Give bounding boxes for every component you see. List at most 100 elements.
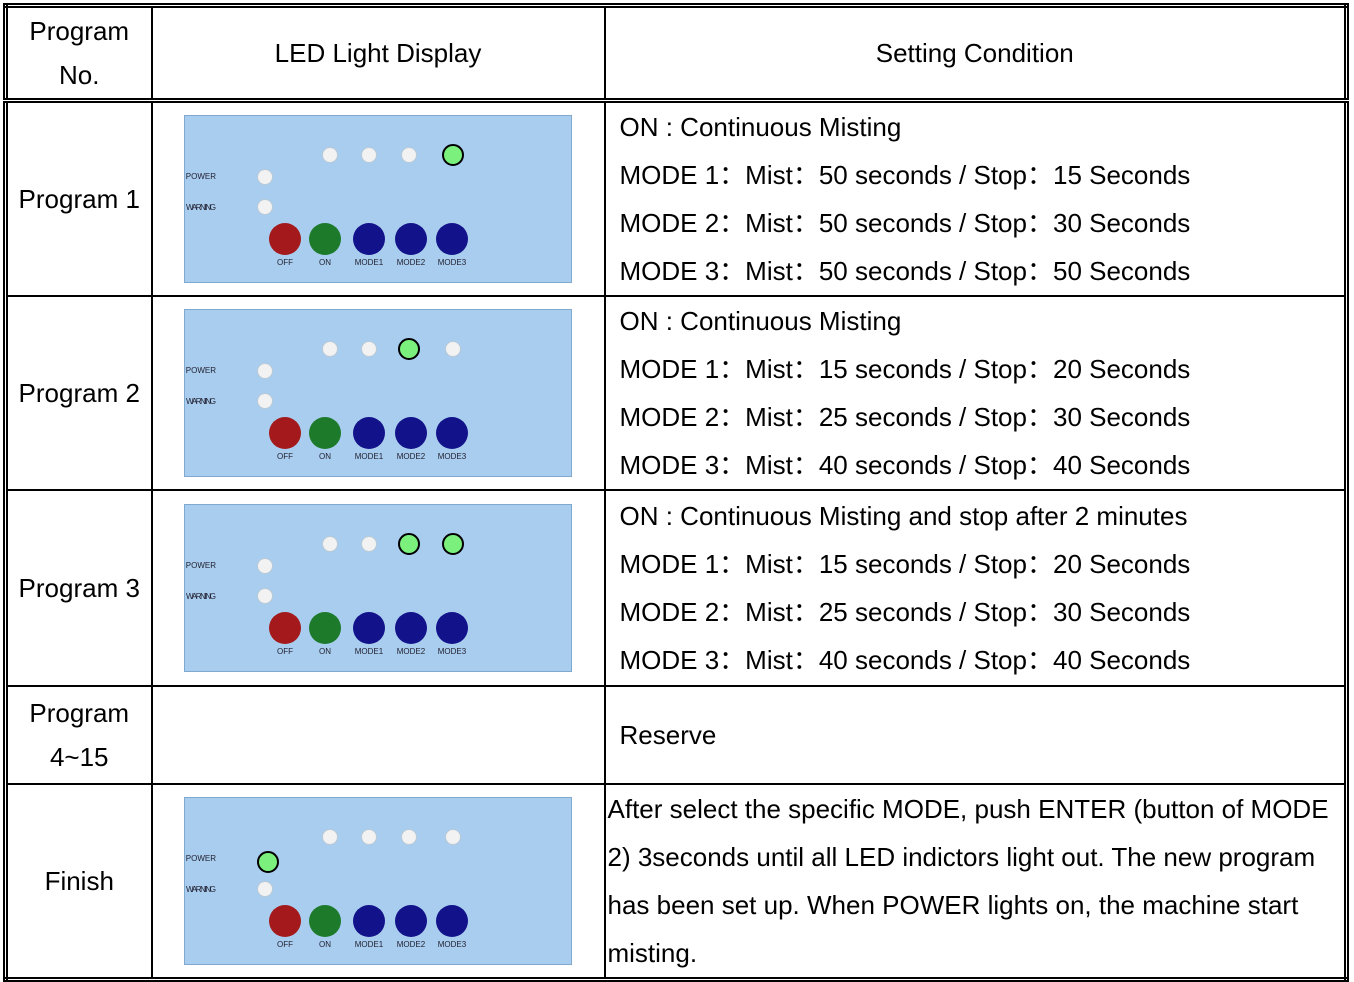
panel-label: POWER bbox=[186, 854, 216, 863]
button bbox=[436, 905, 468, 937]
led-off bbox=[402, 148, 417, 163]
led-off bbox=[323, 537, 338, 552]
button bbox=[353, 612, 385, 644]
setting-line: MODE 2：Mist：25 seconds / Stop：30 Seconds bbox=[620, 588, 1341, 636]
program-cell: Program 4~15 bbox=[6, 686, 152, 784]
led-off bbox=[258, 394, 273, 409]
page: Program No. LED Light Display Setting Co… bbox=[0, 0, 1354, 978]
led-off bbox=[402, 830, 417, 845]
led-off bbox=[362, 342, 377, 357]
led-lit bbox=[399, 534, 419, 554]
setting-line: MODE 2：Mist：25 seconds / Stop：30 Seconds bbox=[620, 393, 1341, 441]
button bbox=[269, 417, 301, 449]
panel-label: OFF bbox=[277, 258, 293, 267]
panel-label: WARNING bbox=[186, 885, 216, 894]
setting-line: ON : Continuous Misting bbox=[620, 103, 1341, 151]
button bbox=[309, 905, 341, 937]
panel-label: ON bbox=[319, 940, 331, 949]
panel-label: POWER bbox=[186, 561, 216, 570]
led-off bbox=[258, 200, 273, 215]
panel-label: OFF bbox=[277, 940, 293, 949]
panel-label: WARNING bbox=[186, 397, 216, 406]
button bbox=[436, 612, 468, 644]
button bbox=[395, 223, 427, 255]
panel-label: MODE3 bbox=[438, 647, 467, 656]
program-cell: Program 3 bbox=[6, 490, 152, 686]
led-off bbox=[258, 364, 273, 379]
panel-label: POWER bbox=[186, 366, 216, 375]
panel-label: MODE1 bbox=[355, 258, 384, 267]
program-cell: Program 1 bbox=[6, 101, 152, 297]
panel-label: ON bbox=[319, 258, 331, 267]
panel-label: WARNING bbox=[186, 592, 216, 601]
header-cell: Setting Condition bbox=[605, 6, 1347, 101]
led-off bbox=[323, 148, 338, 163]
setting-line: MODE 1：Mist：50 seconds / Stop：15 Seconds bbox=[620, 151, 1341, 199]
led-off bbox=[258, 589, 273, 604]
button bbox=[395, 417, 427, 449]
setting-line: MODE 2：Mist：50 seconds / Stop：30 Seconds bbox=[620, 199, 1341, 247]
setting-line: ON : Continuous Misting bbox=[620, 297, 1341, 345]
setting-cell: ON : Continuous Misting and stop after 2… bbox=[605, 490, 1347, 686]
button bbox=[353, 417, 385, 449]
program-cell: Program 2 bbox=[6, 296, 152, 490]
button bbox=[395, 905, 427, 937]
header-cell: Program No. bbox=[6, 6, 152, 101]
setting-line: ON : Continuous Misting and stop after 2… bbox=[620, 492, 1341, 540]
led-off bbox=[258, 170, 273, 185]
led-lit bbox=[258, 852, 278, 872]
led-off bbox=[258, 882, 273, 897]
panel-label: MODE2 bbox=[397, 258, 426, 267]
led-cell: POWERWARNINGOFFONMODE1MODE2MODE3 bbox=[152, 490, 605, 686]
setting-line: MODE 3：Mist：50 seconds / Stop：50 Seconds bbox=[620, 247, 1341, 295]
program-table: Program No. LED Light Display Setting Co… bbox=[3, 3, 1349, 982]
led-lit bbox=[443, 145, 463, 165]
panel-label: MODE3 bbox=[438, 258, 467, 267]
button bbox=[395, 612, 427, 644]
led-off bbox=[323, 342, 338, 357]
led-off bbox=[362, 830, 377, 845]
panel-label: MODE1 bbox=[355, 452, 384, 461]
button bbox=[353, 905, 385, 937]
panel-label: MODE1 bbox=[355, 647, 384, 656]
button bbox=[269, 905, 301, 937]
led-lit bbox=[399, 339, 419, 359]
led-off bbox=[446, 830, 461, 845]
panel-label: OFF bbox=[277, 452, 293, 461]
panel-drawing: POWERWARNINGOFFONMODE1MODE2MODE3 bbox=[184, 504, 572, 672]
led-cell bbox=[152, 686, 605, 784]
panel-label: MODE3 bbox=[438, 452, 467, 461]
setting-line: After select the specific MODE, push ENT… bbox=[608, 785, 1341, 977]
setting-line: MODE 1：Mist：15 seconds / Stop：20 Seconds bbox=[620, 345, 1341, 393]
button bbox=[269, 223, 301, 255]
panel-label: MODE3 bbox=[438, 940, 467, 949]
led-off bbox=[446, 342, 461, 357]
button bbox=[436, 223, 468, 255]
setting-cell: After select the specific MODE, push ENT… bbox=[605, 784, 1347, 980]
button bbox=[309, 223, 341, 255]
setting-line: MODE 1：Mist：15 seconds / Stop：20 Seconds bbox=[620, 540, 1341, 588]
led-off bbox=[362, 148, 377, 163]
setting-cell: Reserve bbox=[605, 686, 1347, 784]
setting-line: MODE 3：Mist：40 seconds / Stop：40 Seconds bbox=[620, 636, 1341, 684]
led-off bbox=[323, 830, 338, 845]
led-lit bbox=[443, 534, 463, 554]
panel-label: WARNING bbox=[186, 203, 216, 212]
button bbox=[436, 417, 468, 449]
setting-line: Reserve bbox=[620, 711, 1341, 759]
